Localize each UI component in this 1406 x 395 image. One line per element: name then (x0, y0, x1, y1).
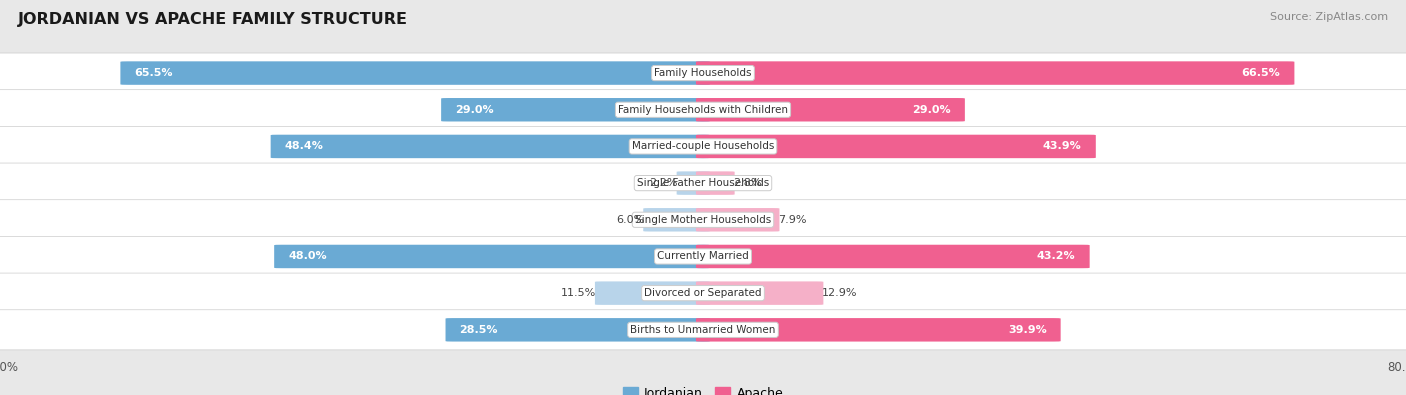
FancyBboxPatch shape (0, 273, 1406, 313)
Text: Family Households: Family Households (654, 68, 752, 78)
FancyBboxPatch shape (0, 310, 1406, 350)
FancyBboxPatch shape (0, 200, 1406, 240)
Text: 66.5%: 66.5% (1241, 68, 1281, 78)
FancyBboxPatch shape (121, 61, 710, 85)
FancyBboxPatch shape (446, 318, 710, 342)
Text: Single Mother Households: Single Mother Households (636, 215, 770, 225)
FancyBboxPatch shape (595, 281, 710, 305)
FancyBboxPatch shape (696, 208, 779, 231)
FancyBboxPatch shape (696, 318, 1060, 342)
Text: 39.9%: 39.9% (1008, 325, 1046, 335)
FancyBboxPatch shape (441, 98, 710, 122)
Text: 29.0%: 29.0% (456, 105, 494, 115)
Text: Currently Married: Currently Married (657, 252, 749, 261)
Text: Married-couple Households: Married-couple Households (631, 141, 775, 151)
Text: 6.0%: 6.0% (616, 215, 644, 225)
Text: 43.9%: 43.9% (1043, 141, 1081, 151)
FancyBboxPatch shape (0, 126, 1406, 167)
Text: Births to Unmarried Women: Births to Unmarried Women (630, 325, 776, 335)
FancyBboxPatch shape (0, 163, 1406, 203)
FancyBboxPatch shape (696, 135, 1095, 158)
Legend: Jordanian, Apache: Jordanian, Apache (617, 382, 789, 395)
Text: 2.2%: 2.2% (650, 178, 678, 188)
FancyBboxPatch shape (0, 236, 1406, 276)
Text: JORDANIAN VS APACHE FAMILY STRUCTURE: JORDANIAN VS APACHE FAMILY STRUCTURE (18, 12, 408, 27)
FancyBboxPatch shape (0, 90, 1406, 130)
Text: 11.5%: 11.5% (561, 288, 596, 298)
Text: 48.0%: 48.0% (288, 252, 326, 261)
Text: Divorced or Separated: Divorced or Separated (644, 288, 762, 298)
Text: 65.5%: 65.5% (135, 68, 173, 78)
FancyBboxPatch shape (696, 171, 734, 195)
FancyBboxPatch shape (676, 171, 710, 195)
FancyBboxPatch shape (696, 98, 965, 122)
Text: 29.0%: 29.0% (912, 105, 950, 115)
FancyBboxPatch shape (696, 61, 1295, 85)
Text: Family Households with Children: Family Households with Children (619, 105, 787, 115)
Text: 7.9%: 7.9% (778, 215, 807, 225)
FancyBboxPatch shape (644, 208, 710, 231)
Text: 12.9%: 12.9% (823, 288, 858, 298)
FancyBboxPatch shape (696, 281, 824, 305)
Text: 43.2%: 43.2% (1038, 252, 1076, 261)
FancyBboxPatch shape (696, 245, 1090, 268)
Text: Single Father Households: Single Father Households (637, 178, 769, 188)
Text: 28.5%: 28.5% (460, 325, 498, 335)
FancyBboxPatch shape (271, 135, 710, 158)
Text: 2.8%: 2.8% (734, 178, 762, 188)
FancyBboxPatch shape (274, 245, 710, 268)
FancyBboxPatch shape (0, 53, 1406, 93)
Text: Source: ZipAtlas.com: Source: ZipAtlas.com (1270, 12, 1388, 22)
Text: 48.4%: 48.4% (285, 141, 323, 151)
